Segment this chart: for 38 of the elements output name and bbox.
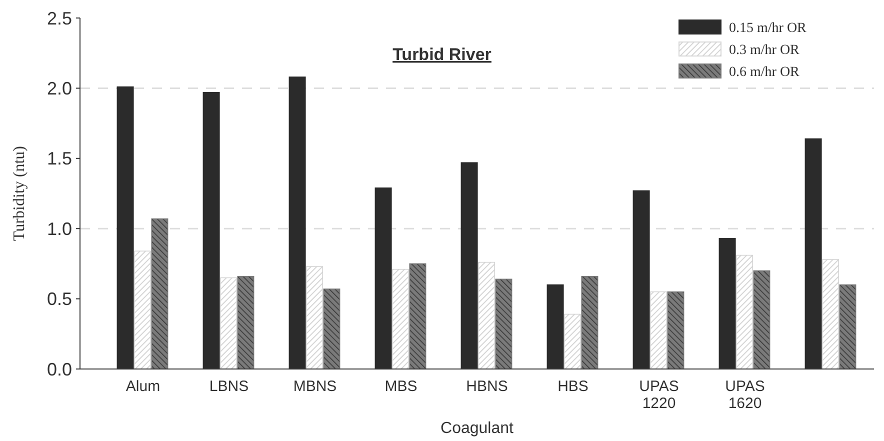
bar (478, 262, 495, 370)
bar (839, 284, 856, 370)
x-tick-label: MBNS (293, 378, 337, 395)
bar (564, 314, 581, 370)
legend-label: 0.6 m/hr OR (729, 65, 800, 80)
bar (220, 277, 237, 370)
bar (650, 291, 667, 370)
bar (667, 291, 684, 370)
bar (323, 288, 340, 370)
x-axis-title: Coagulant (440, 420, 514, 437)
bar (134, 250, 151, 370)
bar (409, 263, 426, 370)
legend-label: 0.15 m/hr OR (729, 21, 808, 36)
y-tick-label: 1.5 (46, 148, 72, 169)
bar (151, 218, 168, 370)
x-tick-label: MBS (384, 378, 418, 395)
bar (392, 268, 409, 370)
bar (306, 266, 323, 370)
text: Turbid River (392, 45, 492, 64)
y-tick-label: 2.0 (46, 78, 72, 98)
x-tick-label: UPAS 1220 (639, 378, 679, 412)
y-tick-label: 0.5 (46, 289, 72, 310)
x-tick-label: Alum (126, 378, 160, 395)
y-tick-label: 1.0 (46, 218, 72, 239)
y-axis-title: Turbidity (ntu) (11, 146, 28, 241)
bar (822, 259, 839, 370)
x-tick-label: HBS (558, 378, 588, 395)
y-tick-label: 0.0 (46, 359, 72, 380)
x-tick-label: UPAS 1620 (725, 378, 765, 412)
bar (237, 276, 254, 370)
bar (581, 276, 598, 370)
bar (495, 278, 512, 370)
x-tick-label: LBNS (209, 378, 249, 395)
bar (736, 254, 753, 370)
bar (753, 270, 770, 370)
legend-label: 0.3 m/hr OR (729, 43, 800, 58)
x-tick-label: HBNS (466, 378, 508, 395)
y-tick-label: 2.5 (46, 8, 72, 28)
